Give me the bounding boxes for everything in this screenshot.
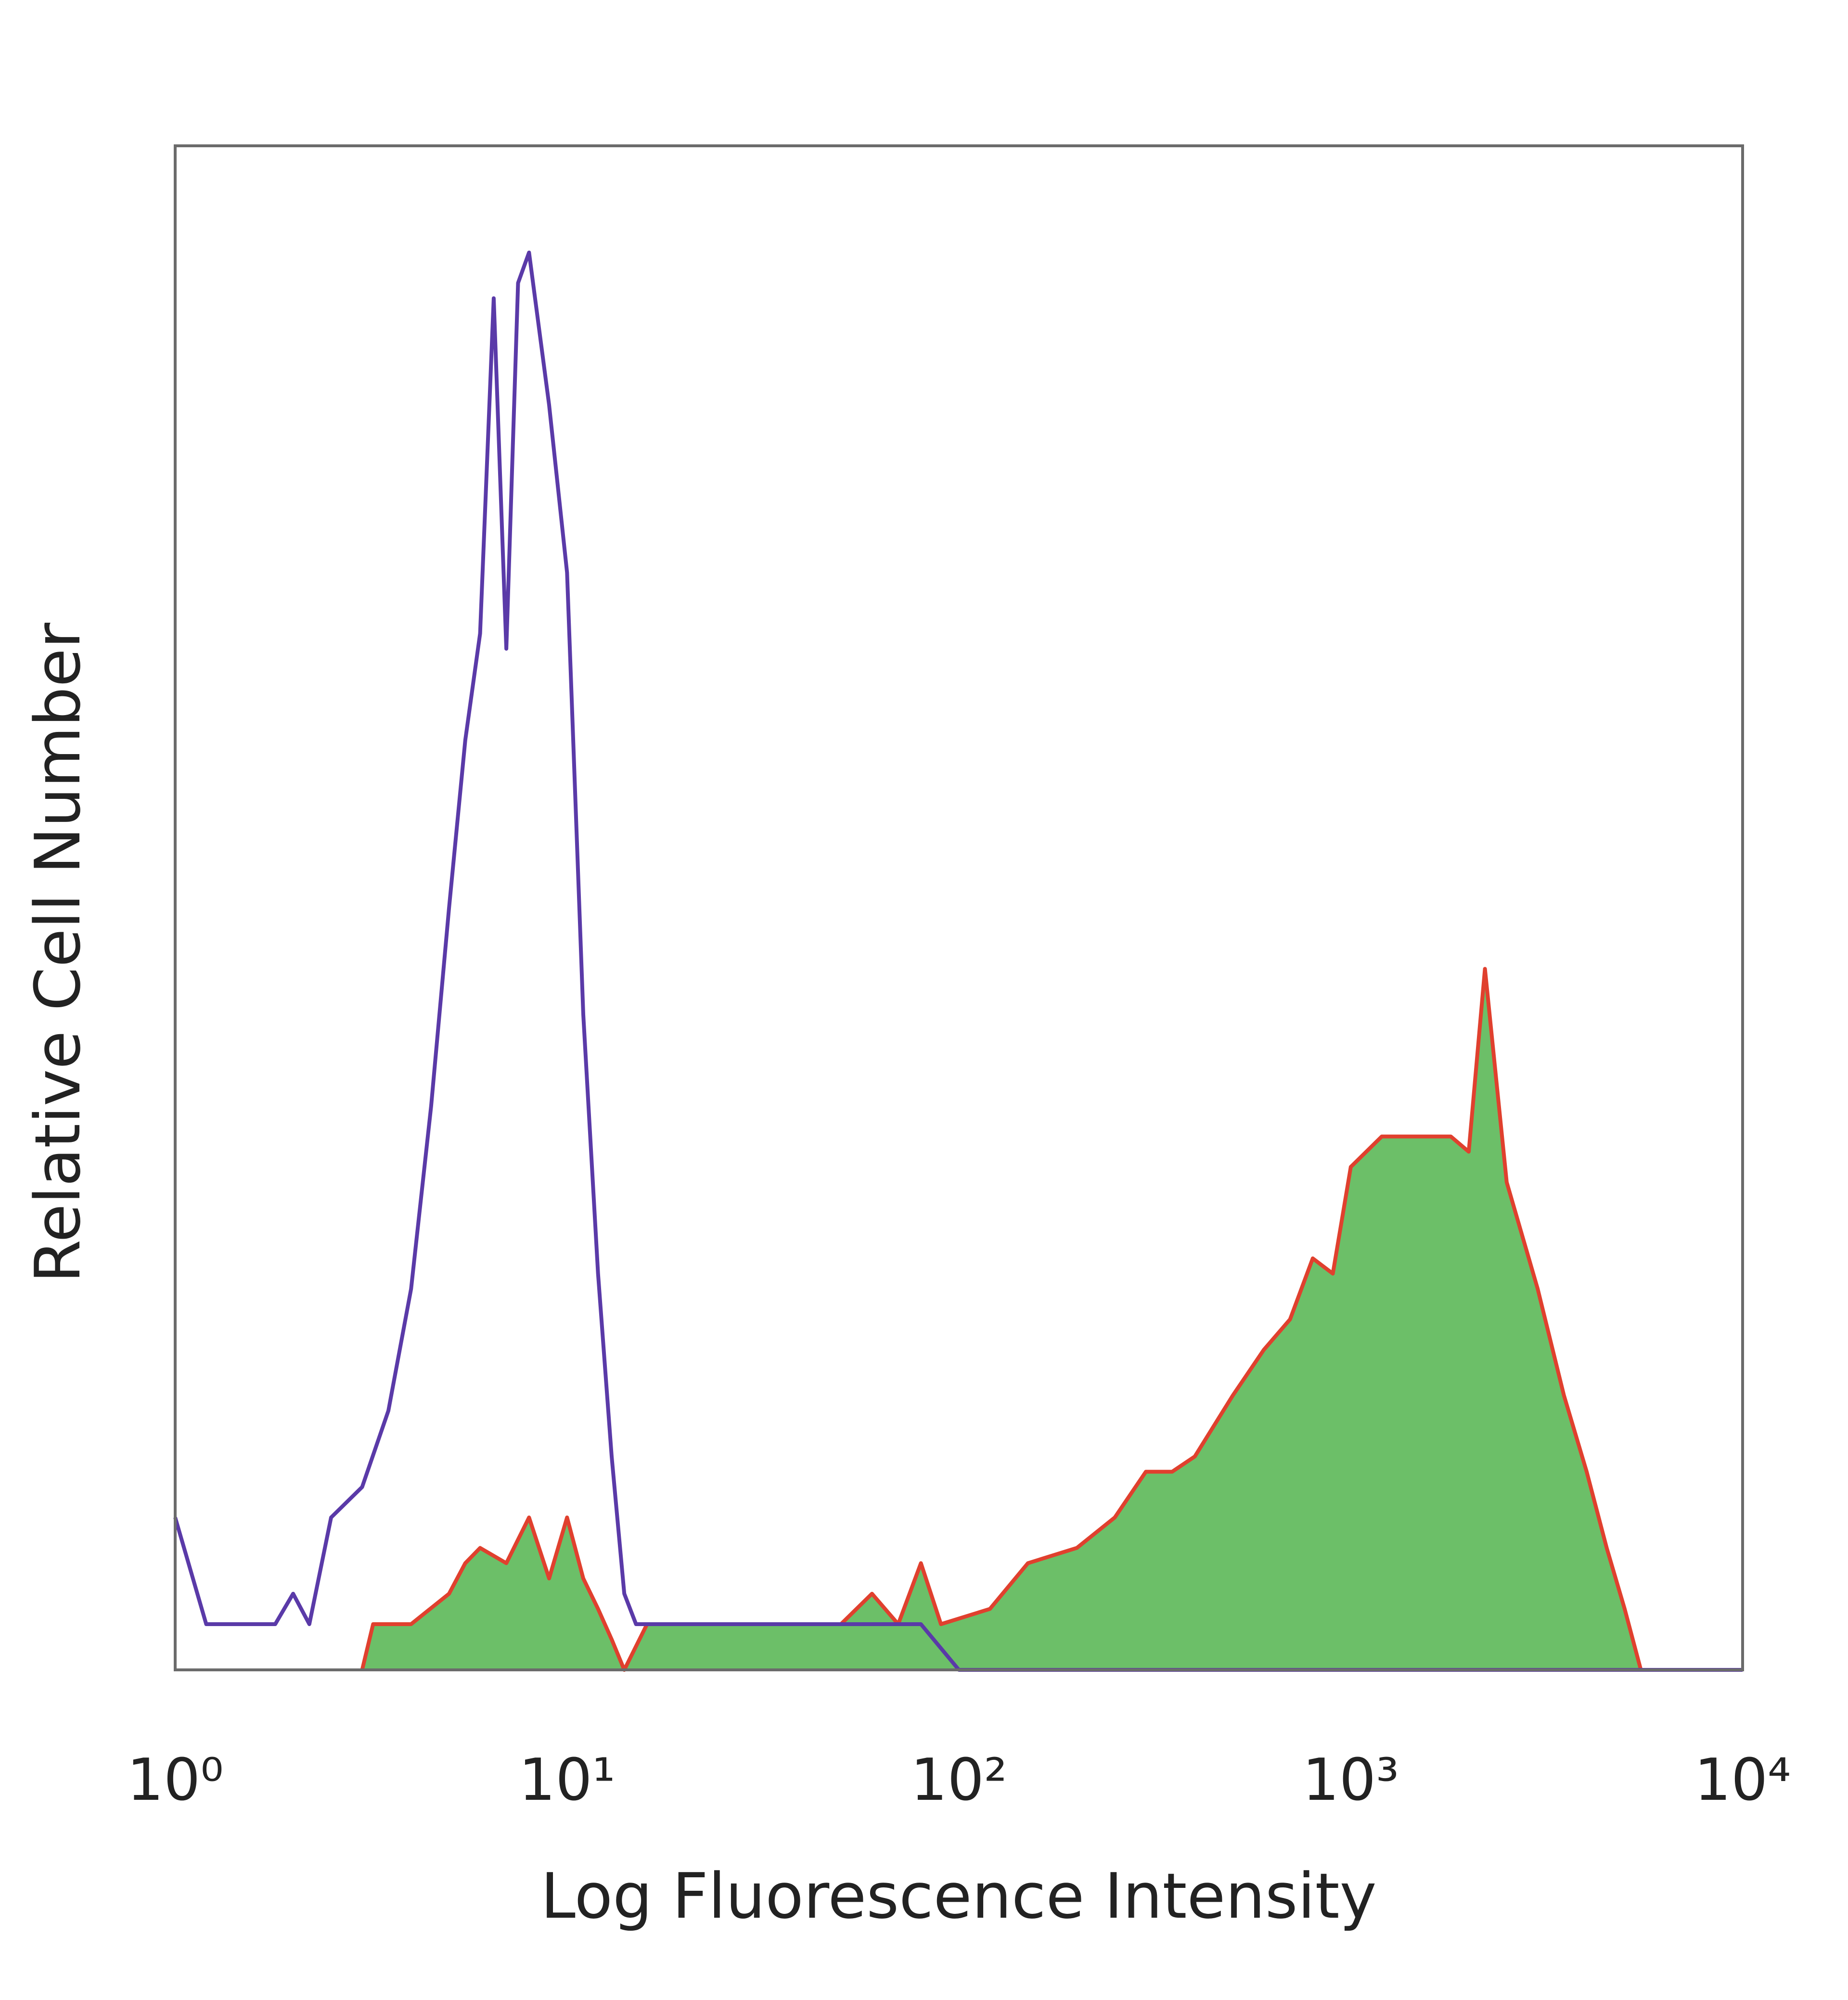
x-tick-label: 10³ [1302,1747,1399,1814]
x-axis-title: Log Fluorescence Intensity [540,1859,1376,1933]
plot-frame [174,144,1744,1671]
x-tick-label: 10¹ [519,1747,616,1814]
histogram-area [362,969,1641,1670]
x-tick-label: 10⁰ [127,1747,224,1814]
y-axis-title: Relative Cell Number [21,622,94,1283]
histogram-line [360,967,1643,1672]
histogram-line [173,250,1743,1672]
x-tick-label: 10⁴ [1694,1747,1791,1814]
x-tick-label: 10² [911,1747,1007,1814]
